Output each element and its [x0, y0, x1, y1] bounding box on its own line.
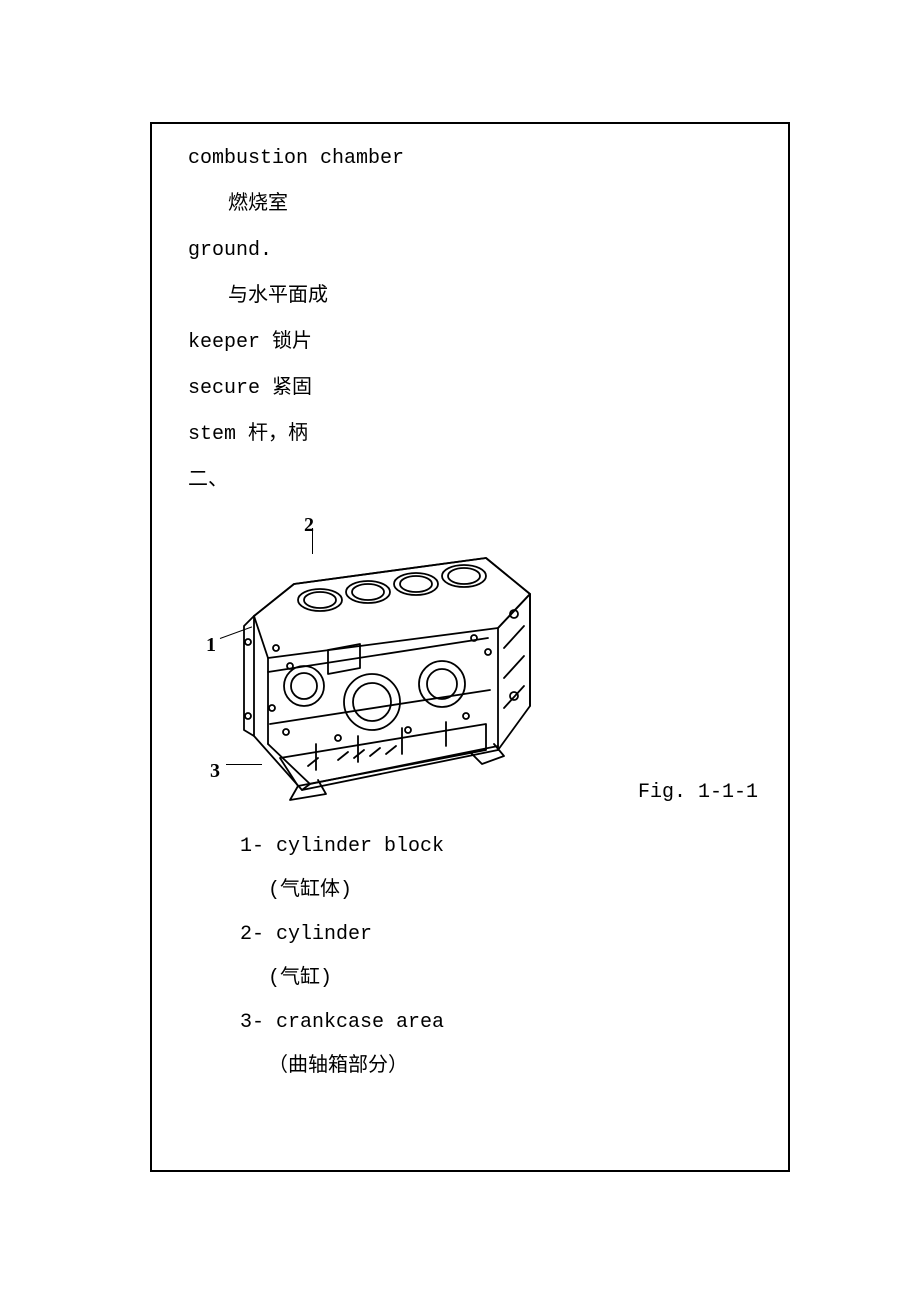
engine-block-figure: 2 1 3 [198, 508, 538, 818]
vocab-ground-zh: 与水平面成 [188, 278, 748, 316]
figure-callout-line-3 [226, 764, 262, 765]
vocab-secure: secure 紧固 [188, 370, 748, 408]
legend-item-1-zh: (气缸体) [188, 872, 748, 910]
figure-callout-1: 1 [206, 626, 216, 664]
legend-item-3-zh: （曲轴箱部分） [188, 1048, 748, 1086]
section-marker: 二、 [188, 462, 748, 500]
document-content: combustion chamber 燃烧室 ground. 与水平面成 kee… [188, 140, 748, 1092]
vocab-keeper: keeper 锁片 [188, 324, 748, 362]
legend-item-2-zh: (气缸) [188, 960, 748, 998]
figure-callout-3: 3 [210, 752, 220, 790]
legend-item-1-en: 1- cylinder block [188, 828, 748, 866]
vocab-ground-en: ground. [188, 232, 748, 270]
figure-caption: Fig. 1-1-1 [638, 774, 758, 812]
vocab-combustion-chamber-zh: 燃烧室 [188, 186, 748, 224]
figure-legend: 1- cylinder block (气缸体) 2- cylinder (气缸)… [188, 828, 748, 1086]
vocab-combustion-chamber-en: combustion chamber [188, 140, 748, 178]
figure-callout-line-2 [312, 528, 313, 554]
engine-block-svg [198, 508, 538, 818]
vocab-stem: stem 杆，柄 [188, 416, 748, 454]
figure-wrapper: 2 1 3 [188, 508, 748, 818]
legend-item-3-en: 3- crankcase area [188, 1004, 748, 1042]
legend-item-2-en: 2- cylinder [188, 916, 748, 954]
